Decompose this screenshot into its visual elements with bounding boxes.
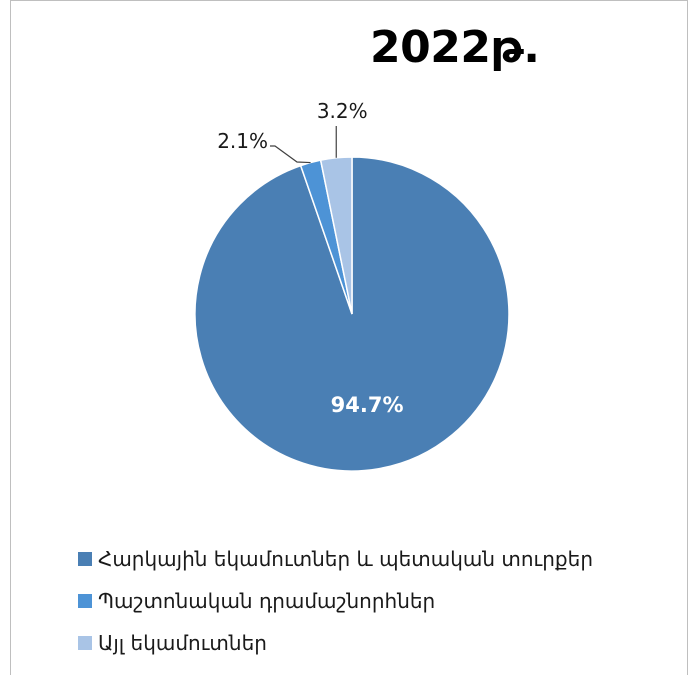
legend-item-other-revenue: Այլ եկամուտներ (78, 622, 593, 664)
leader-lines (270, 126, 337, 164)
data-label-0: 94.7% (331, 393, 404, 417)
legend-label: Հարկային եկամուտներ և պետական տուրքեր (98, 547, 593, 571)
legend-label: Պաշտոնական դրամաշնորհներ (98, 589, 436, 613)
chart-title: 2022թ. (370, 22, 540, 73)
legend-swatch (78, 594, 92, 608)
data-label-2: 3.2% (317, 99, 368, 123)
data-labels: 94.7% 2.1% 3.2% (217, 99, 403, 417)
pie-slices (194, 156, 510, 472)
legend: Հարկային եկամուտներ և պետական տուրքեր Պա… (78, 538, 593, 664)
leader-line-1 (270, 145, 311, 164)
pie-slice-2 (319, 156, 353, 315)
legend-label: Այլ եկամուտներ (98, 631, 267, 655)
legend-item-tax-revenue: Հարկային եկամուտներ և պետական տուրքեր (78, 538, 593, 580)
legend-swatch (78, 636, 92, 650)
legend-swatch (78, 552, 92, 566)
data-label-1: 2.1% (217, 129, 268, 153)
legend-item-official-grants: Պաշտոնական դրամաշնորհներ (78, 580, 593, 622)
